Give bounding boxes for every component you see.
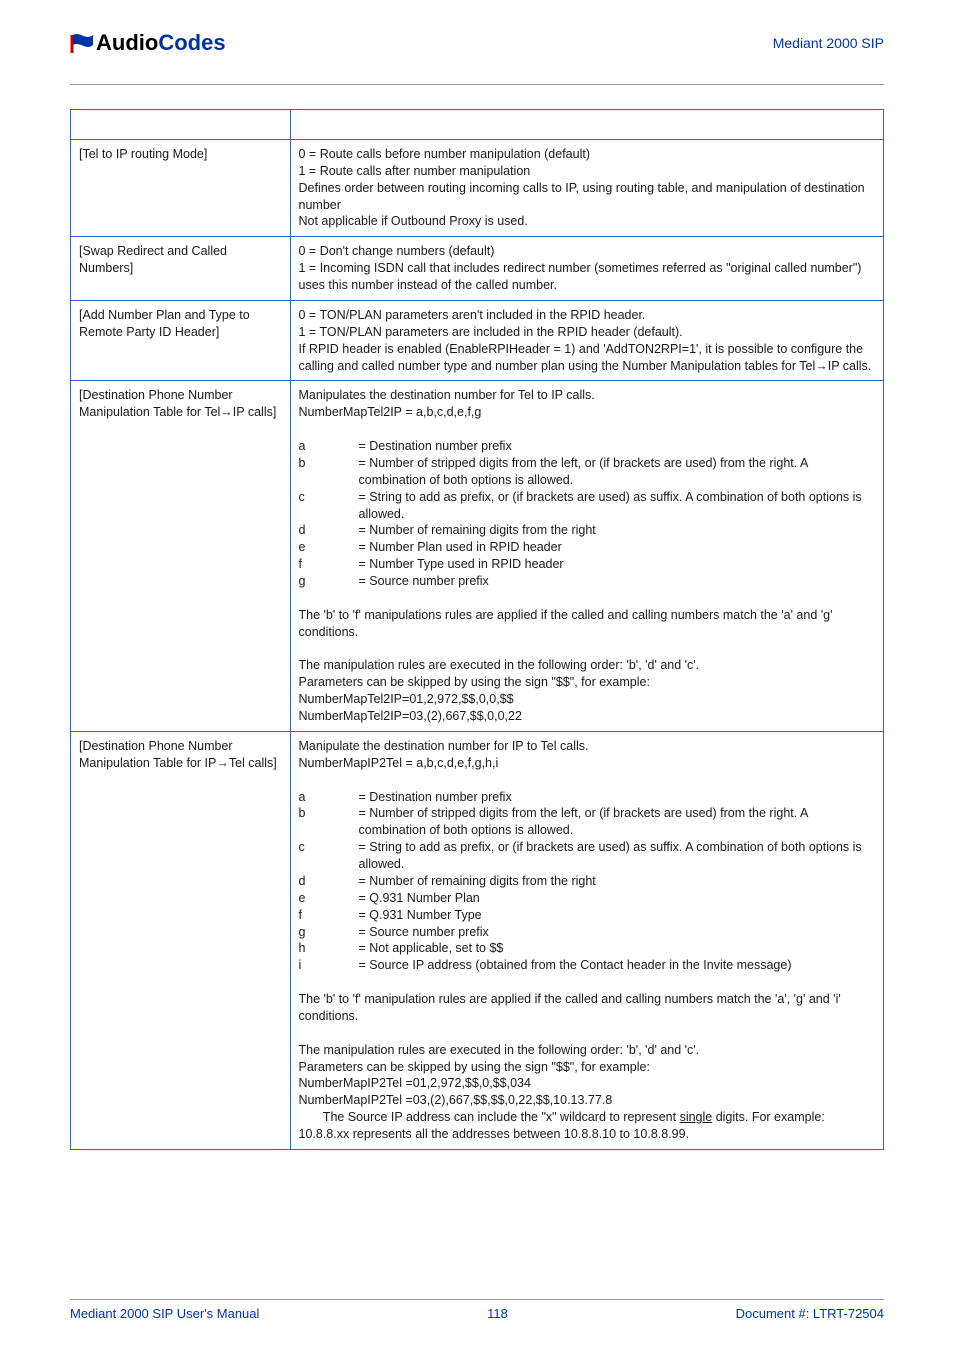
footer-right: Document #: LTRT-72504 (736, 1306, 884, 1321)
table-row: [Tel to IP routing Mode] 0 = Route calls… (71, 139, 884, 236)
table-header-cell (71, 110, 291, 140)
param-name: [Swap Redirect and Called Numbers] (71, 237, 291, 301)
param-desc: 0 = TON/PLAN parameters aren't included … (290, 300, 884, 381)
page-footer: Mediant 2000 SIP User's Manual 118 Docum… (70, 1291, 884, 1321)
table-row: [Destination Phone Number Manipulation T… (71, 381, 884, 732)
parameters-table: [Tel to IP routing Mode] 0 = Route calls… (70, 109, 884, 1150)
logo-text: AudioCodes (96, 30, 226, 56)
param-desc: 0 = Don't change numbers (default)1 = In… (290, 237, 884, 301)
param-desc: Manipulates the destination number for T… (290, 381, 884, 732)
param-name: [Tel to IP routing Mode] (71, 139, 291, 236)
param-desc: Manipulate the destination number for IP… (290, 731, 884, 1149)
param-name: [Destination Phone Number Manipulation T… (71, 731, 291, 1149)
page-header: AudioCodes Mediant 2000 SIP (70, 30, 884, 56)
header-divider (70, 84, 884, 85)
table-header-cell (290, 110, 884, 140)
param-desc: 0 = Route calls before number manipulati… (290, 139, 884, 236)
logo-text-prefix: Audio (96, 30, 158, 55)
footer-divider (70, 1299, 884, 1300)
table-row: [Add Number Plan and Type to Remote Part… (71, 300, 884, 381)
table-row: [Swap Redirect and Called Numbers] 0 = D… (71, 237, 884, 301)
param-name: [Destination Phone Number Manipulation T… (71, 381, 291, 732)
table-row: [Destination Phone Number Manipulation T… (71, 731, 884, 1149)
logo: AudioCodes (70, 30, 226, 56)
header-product: Mediant 2000 SIP (773, 35, 884, 51)
footer-left: Mediant 2000 SIP User's Manual (70, 1306, 259, 1321)
footer-page-number: 118 (487, 1306, 508, 1321)
table-header-row (71, 110, 884, 140)
logo-text-suffix: Codes (158, 30, 225, 55)
param-name: [Add Number Plan and Type to Remote Part… (71, 300, 291, 381)
logo-icon (70, 33, 94, 53)
